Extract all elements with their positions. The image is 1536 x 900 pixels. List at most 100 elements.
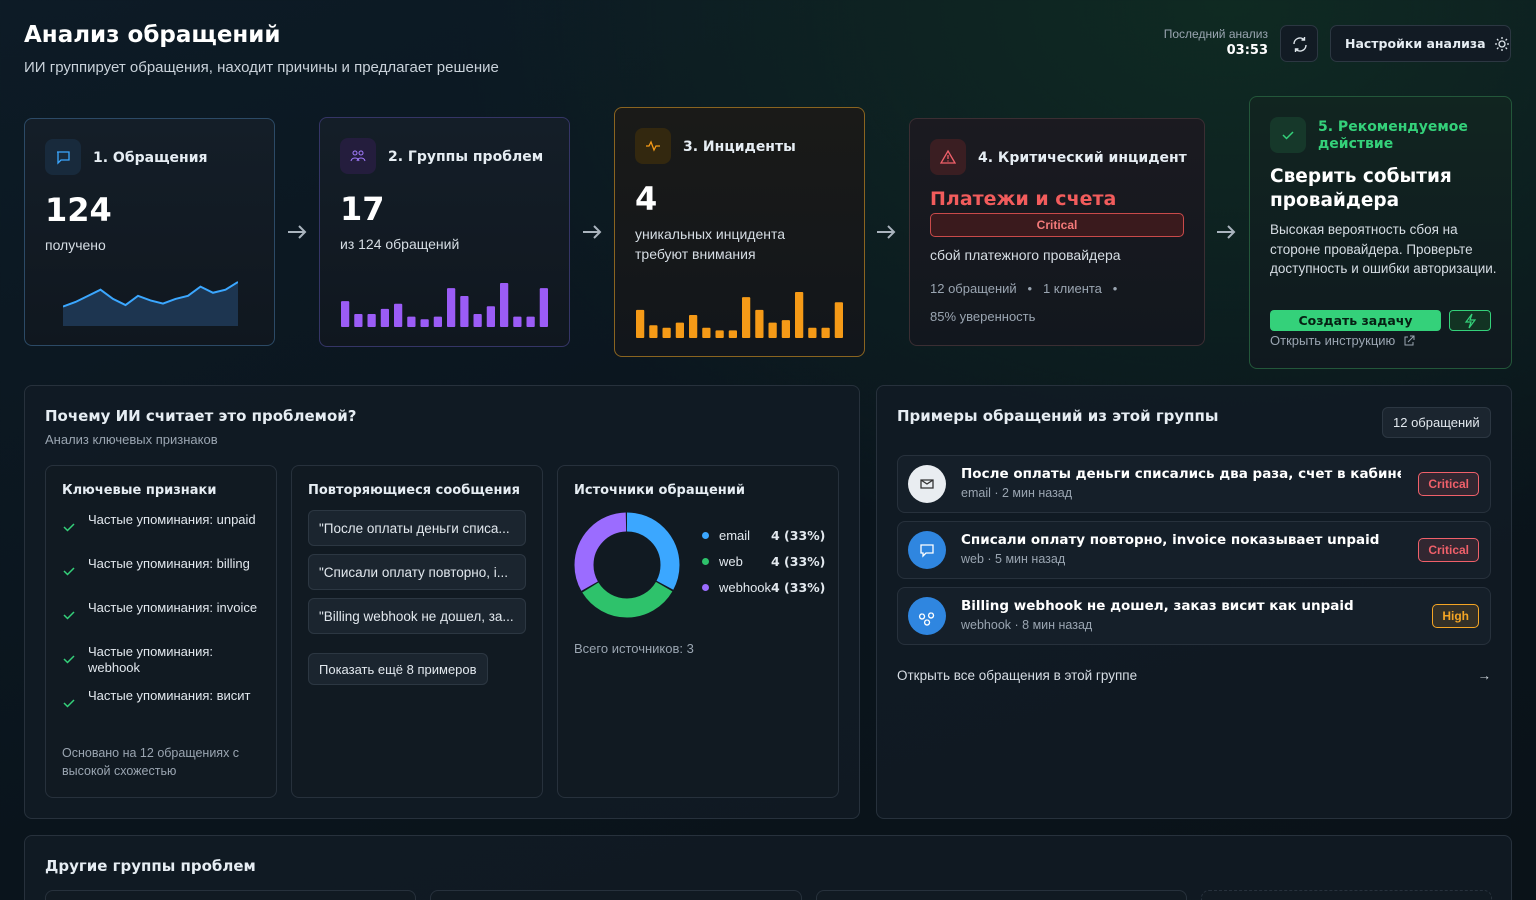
- legend: email 4 (33%) web 4 (33%) webhook 4 (33%): [702, 522, 832, 600]
- legend-swatch: [702, 531, 709, 539]
- legend-item: web 4 (33%): [702, 548, 832, 574]
- other-groups-panel: Другие группы проблем: [24, 835, 1512, 900]
- avatar-icon: [918, 612, 935, 626]
- settings-icon: [1494, 36, 1509, 51]
- decoration: [358, 150, 364, 156]
- bar: [662, 327, 671, 338]
- feature-text: Частые упоминания: unpaid: [88, 512, 256, 527]
- legend-name: web: [719, 553, 743, 569]
- check-icon: [63, 655, 75, 664]
- example-meta: webhook · 8 мин назад: [961, 618, 1093, 632]
- step-title: 2. Группы проблем: [388, 149, 544, 165]
- settings-label: Настройки анализа: [1345, 36, 1486, 51]
- examples-panel: Примеры обращений из этой группы 12 обра…: [876, 385, 1512, 819]
- decoration: [1282, 131, 1294, 140]
- decoration: [288, 225, 307, 239]
- severity-badge: High: [1432, 604, 1479, 628]
- feature-text: Частые упоминания: invoice: [88, 600, 258, 615]
- donut-segment: [574, 512, 680, 618]
- check: [63, 523, 75, 532]
- legend-value: 4 (33%): [771, 527, 826, 543]
- link-text: Открыть инструкцию: [1270, 333, 1396, 348]
- example-meta: web · 5 мин назад: [961, 552, 1066, 566]
- instruction-link[interactable]: Открыть инструкцию: [1270, 333, 1415, 348]
- decoration: [1464, 313, 1477, 329]
- bar: [394, 303, 403, 327]
- refresh-button[interactable]: [1280, 25, 1318, 62]
- bar: [341, 301, 350, 327]
- open-all-link[interactable]: Открыть все обращения в этой группе →: [897, 668, 1491, 683]
- clients: 1 клиента: [1042, 281, 1102, 296]
- check-icon: [63, 567, 75, 576]
- decoration: [57, 151, 70, 165]
- step-value: 17: [340, 190, 385, 228]
- group-card[interactable]: [430, 890, 802, 900]
- example-item[interactable]: После оплаты деньги списались два раза, …: [897, 455, 1491, 513]
- arrow: [288, 225, 307, 239]
- last-analysis-label: Последний анализ: [1163, 27, 1268, 41]
- bar: [500, 283, 509, 327]
- message-chip: "Billing webhook не дошел, за...: [308, 598, 526, 634]
- example-item[interactable]: Billing webhook не дошел, заказ висит ка…: [897, 587, 1491, 645]
- decoration: [1293, 37, 1307, 52]
- footnote: Основано на 12 обращениях с высокой схож…: [62, 746, 240, 778]
- icon: [635, 128, 671, 164]
- donut-chart: [574, 512, 680, 618]
- bar: [513, 316, 522, 327]
- settings-button[interactable]: Настройки анализа: [1330, 25, 1511, 62]
- avatar-bg: [908, 531, 946, 569]
- severity-badge: Critical: [1418, 472, 1479, 496]
- step-caption: уникальных инцидента требуют внимания: [635, 226, 786, 262]
- source-avatar: [908, 465, 946, 503]
- quick-action-button[interactable]: [1449, 310, 1491, 331]
- sources-total: Всего источников: 3: [574, 641, 694, 656]
- incident-meta: 12 обращений • 1 клиента •: [930, 281, 1118, 296]
- bar: [420, 319, 429, 327]
- decoration: [1404, 335, 1415, 345]
- step-incidents: 3. Инциденты 4 уникальных инцидента треб…: [614, 107, 865, 357]
- legend-name: email: [719, 527, 751, 543]
- panel-subtitle: Анализ ключевых признаков: [45, 432, 218, 447]
- icon: [930, 139, 966, 175]
- group-card[interactable]: [45, 890, 416, 900]
- feature-text: Частые упоминания: висит: [88, 688, 251, 703]
- legend-item: webhook 4 (33%): [702, 574, 832, 600]
- check: [63, 699, 75, 708]
- step-action: 5. Рекомендуемое действие Сверить событи…: [1249, 96, 1512, 369]
- sparkline-area: [63, 282, 238, 326]
- legend-value: 4 (33%): [771, 553, 826, 569]
- bar: [649, 325, 658, 338]
- bar: [407, 316, 416, 327]
- example-title: Списали оплату повторно, invoice показыв…: [961, 532, 1380, 548]
- decoration: [1494, 36, 1509, 51]
- bar: [808, 327, 817, 338]
- feature-item: Частые упоминания: unpaid: [62, 512, 262, 556]
- group-card[interactable]: [816, 890, 1187, 900]
- card-title: Ключевые признаки: [62, 483, 217, 498]
- check: [63, 567, 75, 576]
- feature-item: Частые упоминания: висит: [62, 688, 262, 732]
- step-critical: 4. Критический инцидент Платежи и счета …: [909, 118, 1205, 346]
- count-badge: 12 обращений: [1382, 407, 1491, 438]
- legend-name: webhook: [719, 579, 772, 595]
- action-heading: Сверить события провайдера: [1270, 166, 1452, 211]
- legend-value: 4 (33%): [771, 579, 826, 595]
- step-requests: 1. Обращения 124 получено: [24, 118, 275, 346]
- decoration: [1217, 225, 1236, 239]
- bar: [768, 322, 777, 338]
- legend-item: email 4 (33%): [702, 522, 832, 548]
- arrow: [877, 225, 896, 239]
- example-item[interactable]: Списали оплату повторно, invoice показыв…: [897, 521, 1491, 579]
- avatar-bg: [908, 597, 946, 635]
- panel-title: Почему ИИ считает это проблемой?: [45, 407, 357, 425]
- show-more-button[interactable]: Показать ещё 8 примеров: [308, 653, 488, 685]
- group-card[interactable]: [1201, 890, 1492, 900]
- arrow: [1217, 225, 1236, 239]
- decoration: [1464, 313, 1477, 329]
- decoration: [57, 151, 70, 165]
- create-task-button[interactable]: Создать задачу: [1270, 310, 1441, 331]
- bar: [821, 327, 830, 338]
- decoration: →: [1477, 668, 1492, 683]
- panel-title: Примеры обращений из этой группы: [897, 407, 1219, 425]
